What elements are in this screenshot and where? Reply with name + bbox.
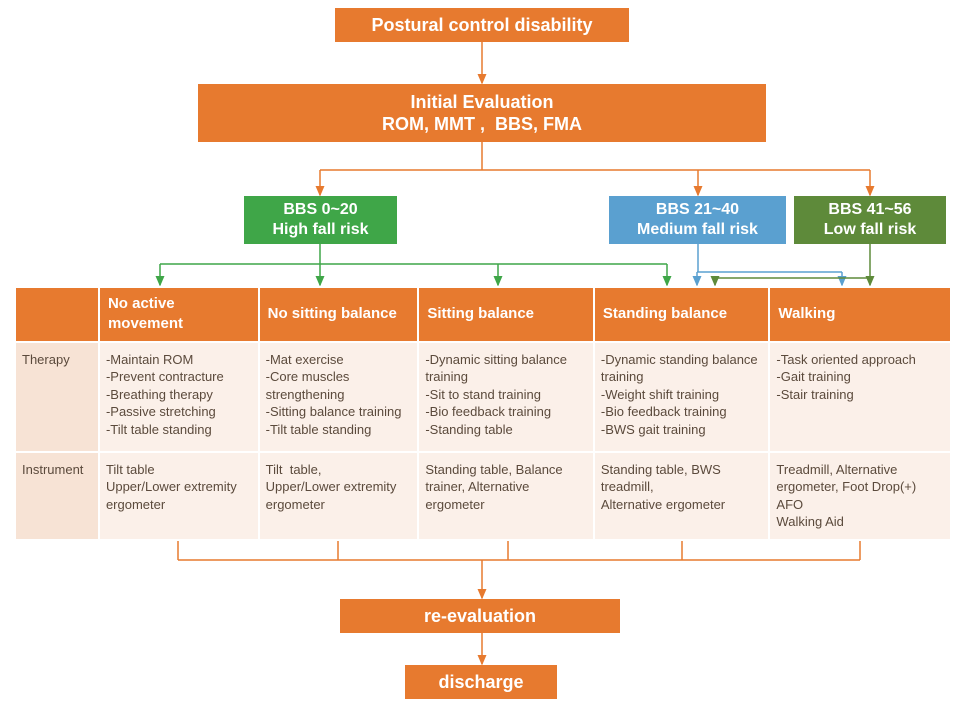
- table-cell: Treadmill, Alternative ergometer, Foot D…: [769, 452, 951, 540]
- table-cell: Standing table, BWS treadmill, Alternati…: [594, 452, 770, 540]
- node-title: Postural control disability: [335, 8, 629, 42]
- table-cell: -Maintain ROM -Prevent contracture -Brea…: [99, 342, 259, 452]
- node-bbs_low: BBS 41~56Low fall risk: [794, 196, 946, 244]
- table-cell: -Mat exercise -Core muscles strengthenin…: [259, 342, 419, 452]
- node-bbs_low-line: BBS 41~56: [828, 200, 911, 220]
- node-bbs_med-line: BBS 21~40: [656, 200, 739, 220]
- node-reeval: re-evaluation: [340, 599, 620, 633]
- table-column-header: Walking: [769, 287, 951, 342]
- table-row: Therapy-Maintain ROM -Prevent contractur…: [15, 342, 951, 452]
- node-evaluation: Initial EvaluationROM, MMT , BBS, FMA: [198, 84, 766, 142]
- node-bbs_high-line: BBS 0~20: [283, 200, 357, 220]
- table-cell: -Dynamic sitting balance training -Sit t…: [418, 342, 594, 452]
- node-bbs_high: BBS 0~20High fall risk: [244, 196, 397, 244]
- node-evaluation-line: ROM, MMT , BBS, FMA: [382, 113, 582, 136]
- node-reeval-line: re-evaluation: [424, 605, 536, 628]
- table-row-label: Therapy: [15, 342, 99, 452]
- node-evaluation-line: Initial Evaluation: [410, 91, 553, 114]
- node-bbs_low-line: Low fall risk: [824, 220, 916, 240]
- table-column-header: No sitting balance: [259, 287, 419, 342]
- table-cell: -Task oriented approach -Gait training -…: [769, 342, 951, 452]
- table-cell: Tilt table, Upper/Lower extremity ergome…: [259, 452, 419, 540]
- table-row: InstrumentTilt table Upper/Lower extremi…: [15, 452, 951, 540]
- table-row-label: Instrument: [15, 452, 99, 540]
- node-title-line: Postural control disability: [371, 14, 592, 37]
- node-discharge: discharge: [405, 665, 557, 699]
- therapy-table: No active movementNo sitting balanceSitt…: [14, 286, 952, 541]
- table-column-header: Standing balance: [594, 287, 770, 342]
- table-cell: Standing table, Balance trainer, Alterna…: [418, 452, 594, 540]
- table-corner-cell: [15, 287, 99, 342]
- node-bbs_med: BBS 21~40Medium fall risk: [609, 196, 786, 244]
- node-bbs_med-line: Medium fall risk: [637, 220, 758, 240]
- table-header-row: No active movementNo sitting balanceSitt…: [15, 287, 951, 342]
- table-cell: Tilt table Upper/Lower extremity ergomet…: [99, 452, 259, 540]
- table-column-header: Sitting balance: [418, 287, 594, 342]
- table-column-header: No active movement: [99, 287, 259, 342]
- table-cell: -Dynamic standing balance training -Weig…: [594, 342, 770, 452]
- node-bbs_high-line: High fall risk: [272, 220, 368, 240]
- node-discharge-line: discharge: [438, 671, 523, 694]
